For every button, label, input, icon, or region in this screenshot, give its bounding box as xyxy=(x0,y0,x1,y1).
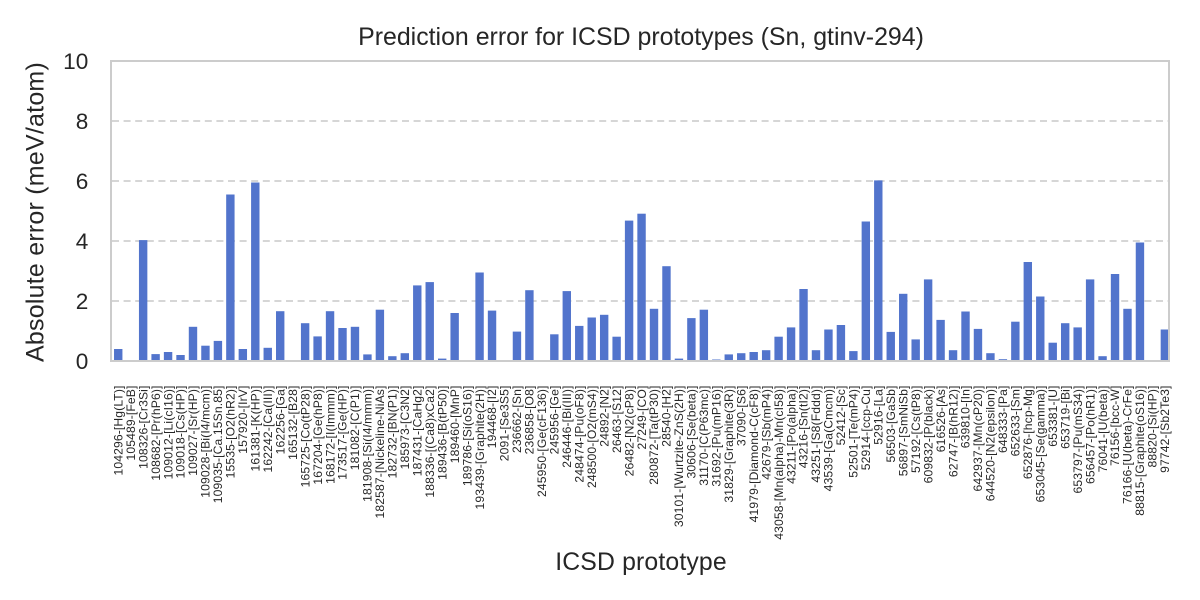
svg-text:31170-[C(P63mc)]: 31170-[C(P63mc)] xyxy=(697,386,711,486)
svg-text:245956-[Ge]: 245956-[Ge] xyxy=(548,386,562,455)
svg-text:188336-[(Ca8)xCa2]: 188336-[(Ca8)xCa2] xyxy=(423,386,437,498)
svg-text:62747-[B(hR12)]: 62747-[B(hR12)] xyxy=(946,386,960,478)
svg-text:28540-[H2]: 28540-[H2] xyxy=(660,386,674,447)
svg-text:43058-[Mn(alpha)-Mn(cI58)]: 43058-[Mn(alpha)-Mn(cI58)] xyxy=(772,386,786,540)
svg-text:ICSD prototype: ICSD prototype xyxy=(555,549,727,576)
svg-text:Prediction error for ICSD prot: Prediction error for ICSD prototypes (Sn… xyxy=(358,23,924,51)
svg-text:56503-[GaSb]: 56503-[GaSb] xyxy=(884,386,898,463)
svg-text:280872-[Ta(tP30)]: 280872-[Ta(tP30)] xyxy=(647,386,661,485)
svg-text:Absolute error (meV/atom): Absolute error (meV/atom) xyxy=(22,62,50,362)
svg-text:652876-[hcp-Mg]: 652876-[hcp-Mg] xyxy=(1021,386,1035,480)
svg-text:189786-[Si(oS16)]: 189786-[Si(oS16)] xyxy=(460,386,474,487)
svg-text:41979-[Diamond-C(cF8)]: 41979-[Diamond-C(cF8)] xyxy=(747,386,761,523)
svg-text:656457-[Po(hR1)]: 656457-[Po(hR1)] xyxy=(1083,386,1097,484)
svg-text:52916-[La]: 52916-[La] xyxy=(871,386,885,445)
svg-text:43539-[Ga(Cmcm)]: 43539-[Ga(Cmcm)] xyxy=(822,386,836,492)
svg-text:76156-[bcc-W]: 76156-[bcc-W] xyxy=(1108,386,1122,467)
svg-text:236662-[Sn]: 236662-[Sn] xyxy=(510,386,524,453)
svg-text:642937-[Mn(cP20)]: 642937-[Mn(cP20)] xyxy=(971,386,985,492)
svg-text:616526-[As]: 616526-[As] xyxy=(934,386,948,453)
svg-text:182587-[Nickeline-NiAs]: 182587-[Nickeline-NiAs] xyxy=(373,386,387,519)
svg-text:8: 8 xyxy=(76,109,89,134)
svg-text:105489-[FeB]: 105489-[FeB] xyxy=(124,386,138,461)
svg-text:162256-[Ga]: 162256-[Ga] xyxy=(273,386,287,455)
svg-text:644520-[N2(epsilon)]: 644520-[N2(epsilon)] xyxy=(984,386,998,502)
svg-text:15535-[O2(hR2)]: 15535-[O2(hR2)] xyxy=(224,386,238,479)
svg-text:652633-[Sm]: 652633-[Sm] xyxy=(1009,386,1023,457)
svg-text:27249-[CO]: 27249-[CO] xyxy=(635,386,649,450)
svg-text:97742-[Sb2Te3]: 97742-[Sb2Te3] xyxy=(1158,386,1172,473)
svg-text:189460-[MnP]: 189460-[MnP] xyxy=(448,386,462,464)
svg-text:109028-[Bi(I4/mcm)]: 109028-[Bi(I4/mcm)] xyxy=(199,386,213,498)
svg-text:109027-[Sr(HP)]: 109027-[Sr(HP)] xyxy=(186,386,200,476)
svg-text:0: 0 xyxy=(76,349,89,374)
svg-text:109018-[Cs(HP)]: 109018-[Cs(HP)] xyxy=(174,386,188,479)
svg-text:88815-[Graphite(oS16)]: 88815-[Graphite(oS16)] xyxy=(1133,386,1147,516)
svg-text:173517-[Ge(HP)]: 173517-[Ge(HP)] xyxy=(336,386,350,480)
svg-text:187431-[CaHg2]: 187431-[CaHg2] xyxy=(410,386,424,477)
svg-text:639810-[In]: 639810-[In] xyxy=(959,386,973,449)
svg-text:648333-[Pa]: 648333-[Pa] xyxy=(996,386,1010,453)
svg-text:56897-[SmNiSb]: 56897-[SmNiSb] xyxy=(896,386,910,477)
svg-text:57192-[Cs(tP8)]: 57192-[Cs(tP8)] xyxy=(909,386,923,474)
svg-text:236858-[O8]: 236858-[O8] xyxy=(523,386,537,455)
svg-text:108326-[Cr3Si]: 108326-[Cr3Si] xyxy=(136,386,150,469)
svg-text:104296-[Hg(LT)]: 104296-[Hg(LT)] xyxy=(111,386,125,476)
svg-text:653719-[Bi]: 653719-[Bi] xyxy=(1058,386,1072,449)
svg-text:245950-[Ge(cF136)]: 245950-[Ge(cF136)] xyxy=(535,386,549,498)
svg-text:26482-[N2(cP8)]: 26482-[N2(cP8)] xyxy=(622,386,636,477)
svg-text:4: 4 xyxy=(76,229,89,254)
svg-text:30606-[Se(beta)]: 30606-[Se(beta)] xyxy=(685,386,699,479)
svg-text:168172-[I(Immm)]: 168172-[I(Immm)] xyxy=(323,386,337,484)
svg-text:52501-[Te(mP4)]: 52501-[Te(mP4)] xyxy=(847,386,861,478)
svg-text:161381-[K(HP)]: 161381-[K(HP)] xyxy=(248,386,262,472)
svg-text:181908-[Si(I4/mmm)]: 181908-[Si(I4/mmm)] xyxy=(361,386,375,502)
svg-text:10: 10 xyxy=(63,49,88,74)
svg-text:609832-[P(black)]: 609832-[P(black)] xyxy=(921,386,935,484)
svg-text:194468-[I2]: 194468-[I2] xyxy=(485,386,499,449)
svg-text:167204-[Ge(hP8)]: 167204-[Ge(hP8)] xyxy=(311,386,325,485)
svg-text:43211-[Po(alpha)]: 43211-[Po(alpha)] xyxy=(784,386,798,484)
svg-text:248500-[O2(mS4)]: 248500-[O2(mS4)] xyxy=(585,386,599,488)
svg-text:30101-[Wurtzite-ZnS(2H)]: 30101-[Wurtzite-ZnS(2H)] xyxy=(672,386,686,528)
svg-text:52412-[Sc]: 52412-[Sc] xyxy=(834,386,848,446)
svg-text:181082-[C(P1)]: 181082-[C(P1)] xyxy=(348,386,362,471)
svg-text:182732-[BN(P1)]: 182732-[BN(P1)] xyxy=(386,386,400,479)
svg-text:653045-[Se(gamma)]: 653045-[Se(gamma)] xyxy=(1033,386,1047,503)
svg-text:185973-[C3N2]: 185973-[C3N2] xyxy=(398,386,412,470)
svg-text:37090-[S6]: 37090-[S6] xyxy=(734,386,748,447)
svg-text:109012-[Li(cI16)]: 109012-[Li(cI16)] xyxy=(161,386,175,480)
svg-text:653797-[Pu(mS34)]: 653797-[Pu(mS34)] xyxy=(1071,386,1085,494)
svg-text:2091-[Se3S5]: 2091-[Se3S5] xyxy=(498,386,512,462)
svg-text:653381-[U]: 653381-[U] xyxy=(1046,386,1060,447)
svg-text:248474-[Pu(oF8)]: 248474-[Pu(oF8)] xyxy=(572,386,586,483)
svg-text:31829-[Graphite(3R)]: 31829-[Graphite(3R)] xyxy=(722,386,736,503)
svg-text:157920-[IrV]: 157920-[IrV] xyxy=(236,386,250,454)
svg-text:43251-[S8(Fddd)]: 43251-[S8(Fddd)] xyxy=(809,386,823,483)
svg-text:76041-[U(beta)]: 76041-[U(beta)] xyxy=(1096,386,1110,473)
svg-text:246446-[Bi(III)]: 246446-[Bi(III)] xyxy=(560,386,574,468)
svg-text:26463-[S12]: 26463-[S12] xyxy=(610,386,624,453)
svg-text:189436-[B(tP50)]: 189436-[B(tP50)] xyxy=(435,386,449,480)
svg-text:76166-[U(beta)-CrFe]: 76166-[U(beta)-CrFe] xyxy=(1121,386,1135,504)
svg-text:165725-[Co(tP28)]: 165725-[Co(tP28)] xyxy=(298,386,312,488)
svg-text:108682-[Pr(hP6)]: 108682-[Pr(hP6)] xyxy=(149,386,163,481)
svg-text:42679-[Sb(mP4)]: 42679-[Sb(mP4)] xyxy=(759,386,773,480)
svg-text:52914-[ccp-Cu]: 52914-[ccp-Cu] xyxy=(859,386,873,471)
svg-text:165132-[B28]: 165132-[B28] xyxy=(286,386,300,460)
svg-text:43216-[Sn(tI2)]: 43216-[Sn(tI2)] xyxy=(797,386,811,469)
svg-text:24892-[N2]: 24892-[N2] xyxy=(597,386,611,447)
svg-text:162242-[Ca(III)]: 162242-[Ca(III)] xyxy=(261,386,275,473)
svg-text:88820-[Si(HP)]: 88820-[Si(HP)] xyxy=(1146,386,1160,468)
svg-text:109035-[Ca.15Sn.85]: 109035-[Ca.15Sn.85] xyxy=(211,386,225,504)
svg-text:2: 2 xyxy=(76,289,89,314)
svg-text:6: 6 xyxy=(76,169,89,194)
svg-text:31692-[Pu(mP16)]: 31692-[Pu(mP16)] xyxy=(710,386,724,487)
svg-text:193439-[Graphite(2H)]: 193439-[Graphite(2H)] xyxy=(473,386,487,510)
